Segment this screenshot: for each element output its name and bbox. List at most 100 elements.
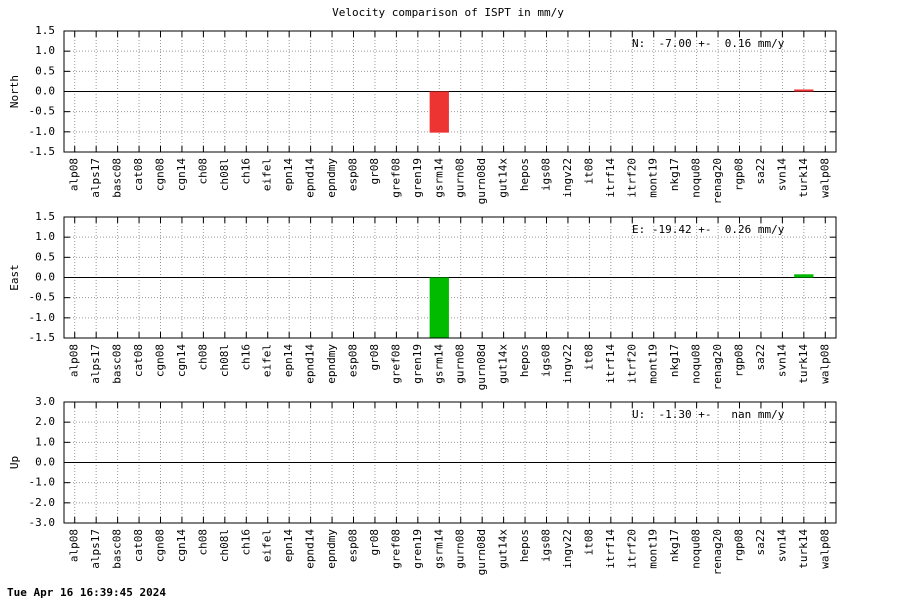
- x-tick-label: gurn08d: [475, 344, 488, 390]
- plot-frame: [63, 401, 837, 524]
- x-tick-label: sa22: [754, 344, 767, 371]
- x-tick-label: gref08: [389, 529, 402, 569]
- x-tick-label: alps17: [89, 158, 102, 198]
- bar: [794, 89, 814, 92]
- y-tick-label: 3.0: [35, 395, 55, 408]
- x-tick-label: gurn08: [454, 529, 467, 569]
- x-tick-label: alp08: [68, 344, 81, 377]
- x-tick-label: svn14: [775, 158, 788, 191]
- x-tick-label: sa22: [754, 529, 767, 556]
- x-tick-label: gut14x: [497, 344, 510, 384]
- y-tick-label: -3.0: [29, 516, 56, 529]
- x-tick-label: itrf14: [604, 158, 617, 198]
- x-tick-label: igs08: [540, 158, 553, 191]
- x-tick-label: igs08: [540, 529, 553, 562]
- x-tick-label: alp08: [68, 529, 81, 562]
- x-tick-label: esp08: [347, 158, 360, 191]
- y-tick-label: -1.5: [29, 331, 56, 344]
- annotation: N: -7.00 +- 0.16 mm/y: [632, 37, 785, 50]
- x-tick-label: cgn14: [175, 158, 188, 191]
- x-tick-label: cgn14: [175, 529, 188, 562]
- x-tick-label: ch16: [239, 529, 252, 556]
- x-tick-label: alps17: [89, 529, 102, 569]
- y-axis-label: East: [8, 264, 21, 291]
- y-tick-label: -0.5: [29, 105, 56, 118]
- x-tick-label: alps17: [89, 344, 102, 384]
- x-tick-label: renag20: [711, 158, 724, 204]
- x-tick-label: esp08: [347, 344, 360, 377]
- x-tick-label: epnd14: [304, 344, 317, 384]
- y-tick-label: 0.0: [35, 456, 55, 469]
- plot-frame: [63, 216, 837, 339]
- x-tick-label: gr08: [368, 344, 381, 371]
- y-tick-label: 0.5: [35, 250, 55, 263]
- x-tick-label: epndmy: [325, 529, 338, 569]
- x-tick-label: gut14x: [497, 529, 510, 569]
- x-tick-label: gurn08d: [475, 529, 488, 575]
- y-tick-label: -1.0: [29, 476, 56, 489]
- x-tick-label: gref08: [389, 344, 402, 384]
- x-tick-label: sa22: [754, 158, 767, 185]
- x-tick-label: nkg17: [668, 158, 681, 191]
- x-tick-label: it08: [582, 158, 595, 185]
- x-tick-label: gren19: [411, 158, 424, 198]
- x-tick-label: cat08: [132, 529, 145, 562]
- x-tick-label: cgn14: [175, 344, 188, 377]
- x-tick-label: epn14: [282, 344, 295, 377]
- x-tick-label: turk14: [797, 529, 810, 569]
- x-tick-label: esp08: [347, 529, 360, 562]
- x-tick-label: gurn08: [454, 344, 467, 384]
- y-tick-label: -1.0: [29, 125, 56, 138]
- y-tick-label: 0.5: [35, 64, 55, 77]
- x-tick-label: hepos: [518, 158, 531, 191]
- x-tick-label: gsrm14: [432, 344, 445, 384]
- x-tick-label: cat08: [132, 344, 145, 377]
- x-tick-label: alp08: [68, 158, 81, 191]
- x-tick-label: mont19: [647, 158, 660, 198]
- y-axis-label: North: [8, 75, 21, 108]
- y-tick-label: -1.5: [29, 145, 56, 158]
- x-tick-label: epndmy: [325, 158, 338, 198]
- x-tick-label: hepos: [518, 344, 531, 377]
- x-tick-label: rgp08: [733, 158, 746, 191]
- x-tick-label: renag20: [711, 344, 724, 390]
- y-axis-label: Up: [8, 456, 21, 469]
- x-tick-label: gsrm14: [432, 158, 445, 198]
- timestamp: Tue Apr 16 16:39:45 2024: [7, 586, 166, 599]
- x-tick-label: gref08: [389, 158, 402, 198]
- x-tick-label: epnd14: [304, 529, 317, 569]
- x-tick-label: gsrm14: [432, 529, 445, 569]
- x-tick-label: gut14x: [497, 158, 510, 198]
- x-tick-label: renag20: [711, 529, 724, 575]
- annotation: U: -1.30 +- nan mm/y: [632, 408, 785, 421]
- x-tick-label: it08: [582, 344, 595, 371]
- x-tick-label: ch08l: [218, 529, 231, 562]
- x-tick-label: ch16: [239, 158, 252, 185]
- x-tick-label: eifel: [261, 529, 274, 562]
- x-tick-label: noqu08: [690, 158, 703, 198]
- x-tick-label: cgn08: [154, 158, 167, 191]
- x-tick-label: epndmy: [325, 344, 338, 384]
- x-tick-label: itrf14: [604, 529, 617, 569]
- y-tick-label: 1.0: [35, 230, 55, 243]
- x-tick-label: cat08: [132, 158, 145, 191]
- x-tick-label: hepos: [518, 529, 531, 562]
- x-tick-label: ch08: [196, 158, 209, 185]
- x-tick-label: gurn08: [454, 158, 467, 198]
- x-tick-label: walp08: [818, 344, 831, 384]
- x-tick-label: walp08: [818, 529, 831, 569]
- x-tick-label: ch16: [239, 344, 252, 371]
- x-tick-label: rgp08: [733, 344, 746, 377]
- y-tick-label: 2.0: [35, 415, 55, 428]
- plot-frame: [63, 30, 837, 153]
- x-tick-label: cgn08: [154, 529, 167, 562]
- x-tick-label: mont19: [647, 529, 660, 569]
- y-tick-label: -1.0: [29, 311, 56, 324]
- y-tick-label: 0.0: [35, 85, 55, 98]
- x-tick-label: ch08: [196, 529, 209, 556]
- y-tick-label: 0.0: [35, 271, 55, 284]
- x-tick-label: itrf20: [625, 529, 638, 569]
- y-tick-label: 1.0: [35, 435, 55, 448]
- x-tick-label: epn14: [282, 529, 295, 562]
- chart-title: Velocity comparison of ISPT in mm/y: [332, 6, 564, 19]
